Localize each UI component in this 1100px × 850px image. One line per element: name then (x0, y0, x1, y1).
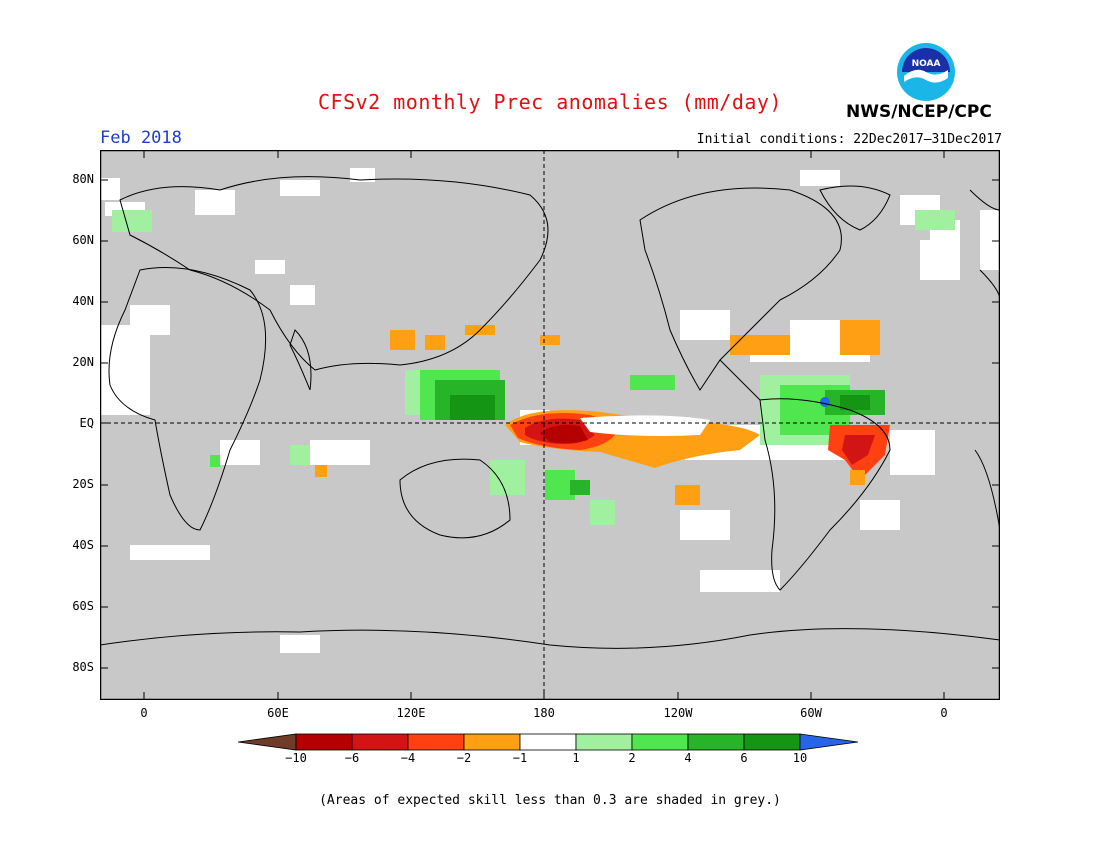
colorbar-label: 10 (792, 751, 808, 765)
colorbar: −10 −6 −4 −2 −1 1 2 4 6 10 (237, 732, 863, 772)
colorbar-swatch (575, 733, 633, 751)
lat-label-eq: EQ (79, 416, 94, 430)
lon-label-0-east: 0 (940, 706, 948, 720)
colorbar-swatch (631, 733, 689, 751)
lat-label-20n: 20N (72, 355, 94, 369)
colorbar-label: 6 (740, 751, 748, 765)
initial-conditions: Initial conditions: 22Dec2017–31Dec2017 (696, 132, 1002, 147)
map-canvas (100, 150, 1000, 700)
lat-label-80n: 80N (72, 172, 94, 186)
map-frame (100, 150, 1000, 700)
logo-text: NOAA (912, 59, 941, 69)
noaa-logo: NOAA (896, 42, 956, 102)
colorbar-label: 2 (628, 751, 636, 765)
lat-label-40n: 40N (72, 294, 94, 308)
colorbar-swatch (743, 733, 801, 751)
lon-ticks (143, 150, 945, 700)
colorbar-swatches (237, 733, 859, 751)
lat-ticks (100, 179, 1000, 669)
colorbar-swatch (687, 733, 745, 751)
lat-label-80s: 80S (72, 660, 94, 674)
colorbar-swatch (463, 733, 521, 751)
lat-label-60s: 60S (72, 599, 94, 613)
colorbar-label: 1 (572, 751, 580, 765)
forecast-period: Feb 2018 (100, 128, 182, 148)
colorbar-arrow-left (237, 733, 297, 751)
colorbar-arrow-right (799, 733, 859, 751)
lon-label-120e: 120E (396, 706, 426, 720)
colorbar-label: 4 (684, 751, 692, 765)
colorbar-label: −1 (512, 751, 528, 765)
colorbar-swatch (295, 733, 353, 751)
lon-label-0: 0 (140, 706, 148, 720)
footnote: (Areas of expected skill less than 0.3 a… (319, 793, 781, 808)
colorbar-label: −10 (285, 751, 307, 765)
colorbar-label: −6 (344, 751, 360, 765)
coastlines (100, 176, 1000, 649)
colorbar-swatch (351, 733, 409, 751)
colorbar-swatch (407, 733, 465, 751)
lat-label-40s: 40S (72, 538, 94, 552)
organization-label: NWS/NCEP/CPC (846, 102, 992, 122)
lat-label-20s: 20S (72, 477, 94, 491)
colorbar-swatch (519, 733, 577, 751)
neutral-areas (100, 168, 1000, 653)
lon-label-60w: 60W (800, 706, 822, 720)
colorbar-label: −4 (400, 751, 416, 765)
colorbar-label: −2 (456, 751, 472, 765)
positive-anomalies (112, 210, 955, 525)
lat-label-60n: 60N (72, 233, 94, 247)
lon-label-180: 180 (533, 706, 555, 720)
noaa-logo-icon: NOAA (897, 43, 955, 101)
precip-anomaly-map (100, 150, 1000, 700)
negative-anomalies (315, 320, 890, 505)
lon-label-120w: 120W (663, 706, 693, 720)
chart-title: CFSv2 monthly Prec anomalies (mm/day) (317, 90, 783, 114)
lon-label-60e: 60E (267, 706, 289, 720)
